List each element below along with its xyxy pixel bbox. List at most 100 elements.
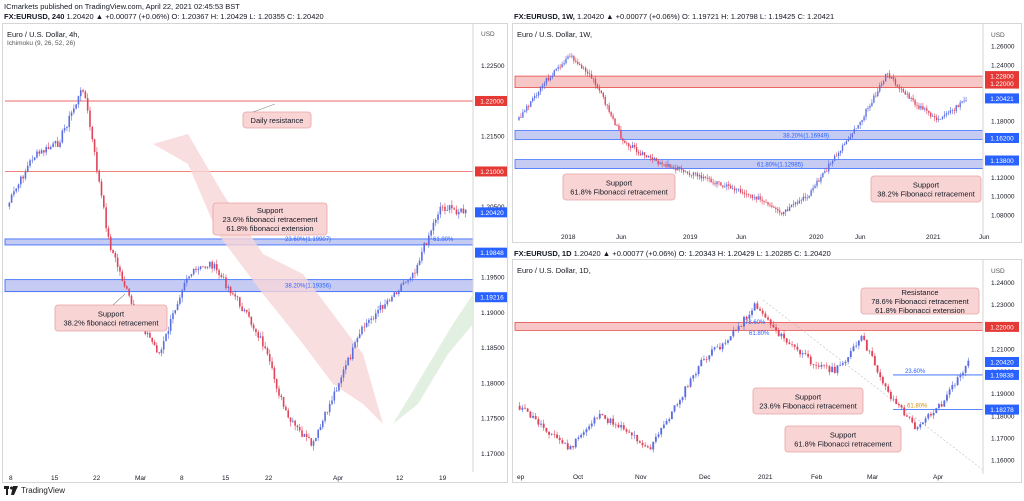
candle-body bbox=[737, 326, 740, 331]
candle-body bbox=[852, 346, 855, 352]
rt-fib-label: 61.80%(1.12985) bbox=[757, 163, 803, 169]
candle-body bbox=[626, 142, 628, 144]
note-support-bottom-box bbox=[54, 304, 168, 332]
candle-body bbox=[896, 84, 899, 87]
rb-x-tick: Mar bbox=[867, 474, 879, 481]
candle-body bbox=[156, 345, 158, 353]
candle-body bbox=[898, 86, 901, 89]
candle-body bbox=[743, 192, 746, 194]
candle-body bbox=[582, 432, 585, 435]
rt-level-badge: 1.13800 bbox=[990, 158, 1014, 165]
candle-body bbox=[61, 130, 64, 143]
candle-body bbox=[614, 118, 616, 126]
candle-body bbox=[248, 311, 250, 317]
candle-body bbox=[107, 228, 110, 237]
candle-body bbox=[955, 105, 957, 111]
candle-body bbox=[73, 108, 75, 113]
left-chart[interactable]: USD1.225001.215001.205001.195001.190001.… bbox=[3, 24, 508, 483]
candle-body bbox=[564, 443, 567, 444]
candle-body bbox=[873, 356, 876, 366]
note-leader bbox=[252, 103, 276, 113]
note-support-bottom: Support 38.2% fibonacci retracement bbox=[63, 310, 159, 328]
candle-body bbox=[29, 160, 31, 166]
candle-body bbox=[692, 172, 695, 176]
candle-body bbox=[328, 403, 331, 413]
candle-body bbox=[176, 303, 179, 311]
left-price-tick: 1.21500 bbox=[481, 134, 505, 141]
candle-body bbox=[681, 168, 683, 170]
candle-body bbox=[652, 441, 655, 450]
candle-body bbox=[843, 144, 846, 146]
candle-body bbox=[238, 297, 241, 307]
note-rt-support-left: Support 61.8% Fibonacci retracement bbox=[570, 179, 668, 197]
candle-body bbox=[10, 194, 13, 203]
left-chart-panel[interactable]: Euro / U.S. Dollar, 4h, Ichimoku (9, 26,… bbox=[2, 23, 508, 483]
candle-body bbox=[837, 152, 840, 156]
candle-body bbox=[36, 151, 38, 158]
candle-body bbox=[526, 105, 528, 111]
candle-body bbox=[165, 333, 167, 342]
candle-body bbox=[532, 98, 534, 102]
candle-body bbox=[331, 400, 333, 404]
candle-body bbox=[889, 391, 892, 400]
candle-body bbox=[783, 333, 785, 339]
candle-body bbox=[716, 181, 718, 185]
candle-body bbox=[676, 404, 679, 406]
right-bottom-chart-panel[interactable]: Euro / U.S. Dollar, 1D, USD 1.24000 1.2300… bbox=[512, 259, 1022, 483]
rt-level-badge: 1.22800 bbox=[990, 74, 1014, 81]
right-bottom-quote: 1.20420 ▲ +0.00077 (+0.06%) O: 1.20343 H… bbox=[573, 249, 831, 258]
rb-fib-label: 23.60% bbox=[905, 369, 926, 375]
candle-body bbox=[748, 314, 751, 319]
candle-body bbox=[716, 346, 719, 348]
rb-price-tick: 1.19000 bbox=[991, 391, 1015, 398]
rt-level-badge: 1.22000 bbox=[990, 81, 1014, 88]
candle-body bbox=[863, 116, 865, 121]
candle-body bbox=[729, 336, 732, 341]
candle-body bbox=[647, 155, 650, 157]
rb-level-badge-bg bbox=[985, 369, 1019, 380]
candle-body bbox=[851, 133, 853, 138]
candle-body bbox=[199, 266, 202, 269]
candle-body bbox=[879, 372, 882, 378]
footer-brand[interactable]: TradingView bbox=[4, 486, 65, 495]
candle-body bbox=[612, 418, 615, 425]
candle-body bbox=[539, 87, 542, 92]
candle-body bbox=[956, 377, 959, 385]
candle-body bbox=[804, 196, 806, 198]
candle-body bbox=[66, 127, 68, 129]
candle-body bbox=[657, 160, 659, 165]
candle-body bbox=[232, 293, 234, 295]
right-bottom-chart-title: Euro / U.S. Dollar, 1D, bbox=[517, 266, 591, 275]
candle-body bbox=[849, 351, 852, 358]
left-chart-title: Euro / U.S. Dollar, 4h, bbox=[7, 30, 80, 39]
candle-body bbox=[724, 342, 727, 344]
left-x-tick: Mar bbox=[135, 475, 147, 482]
candle-body bbox=[612, 115, 614, 119]
candle-body bbox=[530, 101, 532, 107]
right-bottom-chart[interactable]: USD1.240001.230001.210001.200001.190001.… bbox=[513, 260, 1022, 483]
right-top-chart[interactable]: USD1.260001.240001.220001.180001.140001.… bbox=[513, 24, 1022, 243]
candle-body bbox=[927, 413, 930, 419]
candle-body bbox=[451, 205, 453, 209]
candle-body bbox=[43, 150, 45, 153]
candle-body bbox=[121, 271, 124, 281]
candle-body bbox=[633, 434, 636, 436]
candle-body bbox=[345, 365, 347, 370]
candle-body bbox=[847, 357, 850, 362]
candle-body bbox=[47, 147, 50, 149]
candle-body bbox=[930, 112, 932, 117]
candle-body bbox=[657, 434, 660, 437]
candle-body bbox=[831, 366, 834, 373]
candle-body bbox=[370, 318, 372, 320]
candle-body bbox=[358, 334, 361, 339]
candle-body bbox=[620, 129, 622, 139]
candle-body bbox=[289, 417, 292, 422]
candle-body bbox=[324, 411, 326, 421]
candle-body bbox=[418, 260, 421, 265]
candle-body bbox=[206, 266, 209, 268]
candle-body bbox=[338, 383, 340, 391]
right-top-chart-panel[interactable]: Euro / U.S. Dollar, 1W, USD 1.26000 1.2400… bbox=[512, 23, 1022, 243]
candle-body bbox=[911, 417, 914, 423]
candle-body bbox=[588, 73, 591, 75]
candle-body bbox=[937, 119, 940, 120]
